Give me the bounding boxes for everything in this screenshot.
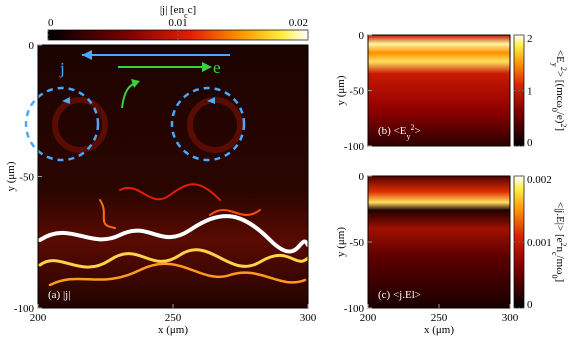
y-axis-label: y (μm) (5, 161, 17, 191)
heatmap-image (368, 35, 510, 146)
panel-label-part: 2 (411, 123, 415, 132)
colorbar-label-part: <|j.E|> [e (554, 202, 566, 243)
panel-label-part: y (407, 132, 411, 141)
colorbar-label-part: 0 (551, 108, 560, 112)
colorbar-tick-label: 2 (527, 33, 533, 45)
annotation: j (59, 59, 65, 78)
y-tick-label: -100 (344, 141, 365, 153)
colorbar-label-part: n (554, 247, 566, 253)
panel-label-part: (a) |j| (48, 289, 70, 301)
panel-label-part: > (415, 125, 421, 137)
colorbar-tick-label: 0.01 (168, 17, 187, 29)
y-axis-label: y (μm) (335, 227, 347, 257)
y-tick-label: -100 (344, 303, 365, 315)
colorbar-label-part: 0 (551, 274, 560, 278)
colorbar-tick-label: 0.001 (527, 237, 552, 249)
colorbar-tick-label: 0 (527, 299, 533, 311)
y-tick-label: -100 (14, 303, 35, 315)
colorbar-tick-label: 0.002 (527, 174, 552, 186)
y-tick-label: 0 (359, 30, 365, 42)
x-tick-label: 300 (502, 312, 519, 324)
colorbar-label-part: <E (554, 50, 566, 63)
panel-label-part: (b) <E (378, 125, 407, 137)
annotation: e (213, 58, 221, 77)
colorbar-tick-label: 0 (527, 137, 533, 149)
heatmap-image (38, 45, 308, 308)
y-tick-label: -50 (349, 86, 364, 98)
colorbar-tick-label: 1 (527, 86, 533, 98)
colorbar-label: <|j.E|> [e2nc/mω0] (551, 202, 569, 282)
x-axis-label: x (μm) (158, 324, 188, 336)
colorbar-label-part: c (551, 252, 560, 256)
y-tick-label: -50 (349, 237, 364, 249)
colorbar-label-part: 2 (560, 123, 569, 127)
colorbar-label-part: c (184, 11, 188, 20)
y-tick-label: 0 (359, 171, 365, 183)
heatmap-texture (38, 97, 310, 287)
colorbar-label-part: 2 (560, 243, 569, 247)
colorbar-label: <Ey2> [(mcω0/e)2] (551, 50, 569, 131)
x-tick-label: 200 (360, 312, 377, 324)
y-axis-label: y (μm) (335, 75, 347, 105)
x-tick-label: 250 (431, 312, 448, 324)
panel-label: (c) <j.El> (378, 289, 421, 301)
colorbar-label-part: 2 (560, 67, 569, 71)
heatmap-image (368, 176, 510, 308)
panel-label: (b) <Ey2> (378, 123, 421, 141)
colorbar-label-part: |j| [en (160, 4, 185, 16)
x-axis-label: x (μm) (424, 324, 454, 336)
x-tick-label: 200 (30, 312, 47, 324)
colorbar-label-part: ] (554, 278, 566, 282)
colorbar-label: |j| [encc] (160, 4, 196, 20)
annotation-shapes (24, 50, 246, 162)
panel-label-part: (c) <j.El> (378, 289, 421, 301)
colorbar-label-part: c] (188, 4, 197, 16)
colorbar-label-part: y (551, 63, 560, 67)
x-tick-label: 300 (300, 312, 317, 324)
colorbar-label-part: /e) (554, 112, 566, 124)
panel-label: (a) |j| (48, 289, 70, 301)
colorbar-label-part: /mω (554, 256, 566, 275)
colorbar-tick-label: 0 (48, 17, 54, 29)
colorbar-label-part: > [(mcω (554, 71, 566, 108)
colorbar-tick-label: 0.02 (289, 17, 308, 29)
y-tick-label: -50 (19, 172, 34, 184)
colorbar-label-part: ] (554, 127, 566, 131)
x-tick-label: 250 (165, 312, 182, 324)
y-tick-label: 0 (29, 40, 35, 52)
